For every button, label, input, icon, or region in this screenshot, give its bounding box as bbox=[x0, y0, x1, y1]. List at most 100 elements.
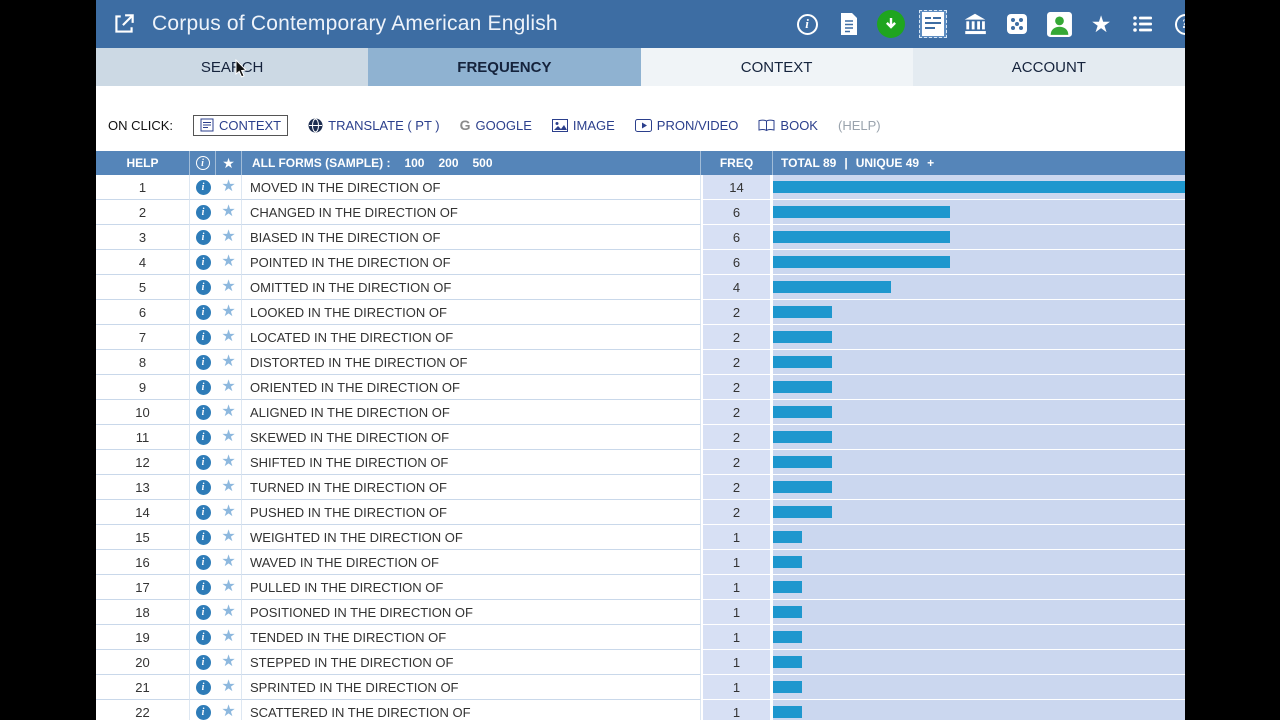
star-icon[interactable]: ★ bbox=[221, 528, 236, 545]
row-freq[interactable]: 6 bbox=[701, 250, 773, 275]
row-freq[interactable]: 1 bbox=[701, 700, 773, 720]
row-freq[interactable]: 2 bbox=[701, 450, 773, 475]
row-freq[interactable]: 2 bbox=[701, 500, 773, 525]
row-freq[interactable]: 6 bbox=[701, 200, 773, 225]
star-icon[interactable]: ★ bbox=[221, 603, 236, 620]
row-phrase[interactable]: POSITIONED IN THE DIRECTION OF bbox=[242, 600, 701, 625]
info-icon[interactable]: i bbox=[195, 279, 211, 295]
info-icon[interactable]: i bbox=[195, 229, 211, 245]
info-icon[interactable]: i bbox=[195, 704, 211, 720]
info-icon[interactable]: i bbox=[195, 354, 211, 370]
row-freq[interactable]: 2 bbox=[701, 375, 773, 400]
row-phrase[interactable]: PULLED IN THE DIRECTION OF bbox=[242, 575, 701, 600]
row-freq[interactable]: 1 bbox=[701, 550, 773, 575]
row-phrase[interactable]: STEPPED IN THE DIRECTION OF bbox=[242, 650, 701, 675]
info-icon[interactable]: i bbox=[195, 504, 211, 520]
info-icon[interactable]: i bbox=[793, 10, 821, 38]
row-freq[interactable]: 14 bbox=[701, 175, 773, 200]
onclick-option-book[interactable]: BOOK bbox=[758, 118, 818, 133]
info-icon[interactable]: i bbox=[195, 679, 211, 695]
user-icon[interactable] bbox=[1045, 10, 1073, 38]
star-icon[interactable]: ★ bbox=[221, 253, 236, 270]
star-icon[interactable]: ★ bbox=[221, 178, 236, 195]
row-freq[interactable]: 1 bbox=[701, 525, 773, 550]
bank-icon[interactable] bbox=[961, 10, 989, 38]
info-icon[interactable]: i bbox=[195, 304, 211, 320]
tab-frequency[interactable]: FREQUENCY bbox=[368, 48, 641, 86]
star-icon[interactable]: ★ bbox=[221, 278, 236, 295]
star-icon[interactable]: ★ bbox=[221, 228, 236, 245]
info-icon[interactable]: i bbox=[195, 404, 211, 420]
row-phrase[interactable]: DISTORTED IN THE DIRECTION OF bbox=[242, 350, 701, 375]
row-phrase[interactable]: LOOKED IN THE DIRECTION OF bbox=[242, 300, 701, 325]
dice-icon[interactable] bbox=[1003, 10, 1031, 38]
info-icon[interactable]: i bbox=[195, 254, 211, 270]
onclick-option-google[interactable]: G GOOGLE bbox=[460, 117, 532, 133]
star-icon[interactable]: ★ bbox=[221, 378, 236, 395]
sample-100-link[interactable]: 100 bbox=[404, 156, 425, 170]
expand-plus-button[interactable]: + bbox=[927, 156, 935, 170]
info-icon[interactable]: i bbox=[195, 554, 211, 570]
star-icon[interactable]: ★ bbox=[221, 403, 236, 420]
row-freq[interactable]: 1 bbox=[701, 675, 773, 700]
row-phrase[interactable]: LOCATED IN THE DIRECTION OF bbox=[242, 325, 701, 350]
row-freq[interactable]: 6 bbox=[701, 225, 773, 250]
info-icon[interactable]: i bbox=[195, 429, 211, 445]
row-phrase[interactable]: CHANGED IN THE DIRECTION OF bbox=[242, 200, 701, 225]
row-phrase[interactable]: PUSHED IN THE DIRECTION OF bbox=[242, 500, 701, 525]
tab-search[interactable]: SEARCH bbox=[96, 48, 369, 86]
star-icon[interactable]: ★ bbox=[221, 428, 236, 445]
star-icon[interactable]: ★ bbox=[221, 328, 236, 345]
row-phrase[interactable]: WEIGHTED IN THE DIRECTION OF bbox=[242, 525, 701, 550]
row-phrase[interactable]: TURNED IN THE DIRECTION OF bbox=[242, 475, 701, 500]
row-phrase[interactable]: POINTED IN THE DIRECTION OF bbox=[242, 250, 701, 275]
sample-500-link[interactable]: 500 bbox=[472, 156, 493, 170]
onclick-option-help[interactable]: (HELP) bbox=[838, 118, 881, 133]
star-icon[interactable]: ★ bbox=[221, 628, 236, 645]
info-icon[interactable]: i bbox=[195, 454, 211, 470]
onclick-option-translate[interactable]: TRANSLATE ( PT ) bbox=[308, 118, 440, 133]
help-icon[interactable]: ? bbox=[1171, 10, 1185, 38]
info-icon[interactable]: i bbox=[195, 179, 211, 195]
info-icon[interactable]: i bbox=[195, 479, 211, 495]
help-header[interactable]: HELP bbox=[96, 151, 190, 175]
star-icon[interactable]: ★ bbox=[221, 453, 236, 470]
star-icon[interactable]: ★ bbox=[221, 653, 236, 670]
onclick-option-context[interactable]: CONTEXT bbox=[193, 114, 289, 136]
info-icon[interactable]: i bbox=[195, 204, 211, 220]
star-icon[interactable]: ★ bbox=[221, 553, 236, 570]
star-icon[interactable]: ★ bbox=[221, 703, 236, 720]
row-freq[interactable]: 1 bbox=[701, 575, 773, 600]
kwic-icon[interactable] bbox=[919, 10, 947, 38]
menu-icon[interactable] bbox=[1129, 10, 1157, 38]
star-icon[interactable]: ★ bbox=[221, 503, 236, 520]
external-link-icon[interactable] bbox=[110, 10, 138, 38]
info-icon[interactable]: i bbox=[195, 629, 211, 645]
row-freq[interactable]: 2 bbox=[701, 300, 773, 325]
star-icon[interactable]: ★ bbox=[221, 678, 236, 695]
row-phrase[interactable]: ORIENTED IN THE DIRECTION OF bbox=[242, 375, 701, 400]
star-icon[interactable]: ★ bbox=[221, 353, 236, 370]
row-phrase[interactable]: TENDED IN THE DIRECTION OF bbox=[242, 625, 701, 650]
row-freq[interactable]: 2 bbox=[701, 400, 773, 425]
document-icon[interactable] bbox=[835, 10, 863, 38]
row-phrase[interactable]: MOVED IN THE DIRECTION OF bbox=[242, 175, 701, 200]
row-freq[interactable]: 4 bbox=[701, 275, 773, 300]
row-freq[interactable]: 2 bbox=[701, 350, 773, 375]
download-icon[interactable] bbox=[877, 10, 905, 38]
star-icon[interactable]: ★ bbox=[221, 303, 236, 320]
row-freq[interactable]: 1 bbox=[701, 600, 773, 625]
star-icon[interactable]: ★ bbox=[221, 578, 236, 595]
row-freq[interactable]: 2 bbox=[701, 325, 773, 350]
row-phrase[interactable]: ALIGNED IN THE DIRECTION OF bbox=[242, 400, 701, 425]
row-phrase[interactable]: OMITTED IN THE DIRECTION OF bbox=[242, 275, 701, 300]
row-phrase[interactable]: SPRINTED IN THE DIRECTION OF bbox=[242, 675, 701, 700]
row-phrase[interactable]: BIASED IN THE DIRECTION OF bbox=[242, 225, 701, 250]
info-icon[interactable]: i bbox=[195, 604, 211, 620]
row-phrase[interactable]: WAVED IN THE DIRECTION OF bbox=[242, 550, 701, 575]
row-phrase[interactable]: SKEWED IN THE DIRECTION OF bbox=[242, 425, 701, 450]
row-freq[interactable]: 2 bbox=[701, 475, 773, 500]
star-icon[interactable]: ★ bbox=[221, 203, 236, 220]
row-phrase[interactable]: SCATTERED IN THE DIRECTION OF bbox=[242, 700, 701, 720]
row-freq[interactable]: 2 bbox=[701, 425, 773, 450]
